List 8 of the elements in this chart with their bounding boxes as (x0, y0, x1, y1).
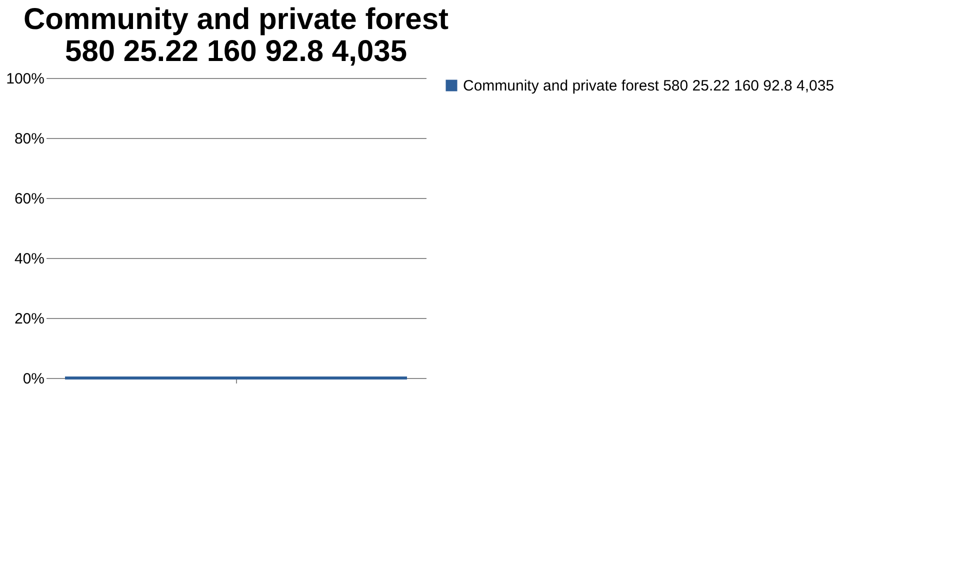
legend-label: Community and private forest 580 25.22 160 92.8 4,035 (463, 78, 834, 94)
y-tick-label: 40% (14, 250, 44, 268)
y-tick-label: 100% (6, 70, 44, 88)
y-tick-label: 20% (14, 310, 44, 328)
y-tick-label: 0% (22, 370, 44, 388)
y-tick-label: 60% (14, 190, 44, 208)
y-tick-label: 80% (14, 130, 44, 148)
chart-title: Community and private forest 580 25.22 160 92.8 4,035 (23, 3, 449, 68)
